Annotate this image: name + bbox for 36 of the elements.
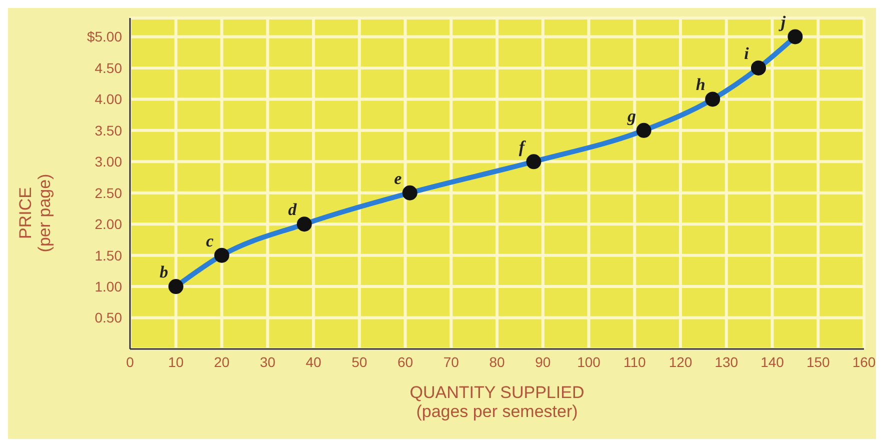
x-tick-label: 140 [760,354,784,370]
x-tick-label: 50 [352,354,368,370]
y-tick-label: 1.00 [94,278,122,295]
x-axis-title: QUANTITY SUPPLIED (pages per semester) [408,383,586,421]
annotation: f [518,138,527,157]
annotation: c [206,231,214,250]
y-tick-label: 4.50 [94,60,122,76]
y-tick-label: 2.00 [94,216,122,232]
y-tick-label: 2.50 [94,184,122,201]
x-tick-label: 40 [306,354,322,370]
annotation: h [696,75,706,94]
y-tick-label: 1.50 [94,247,122,264]
x-tick-label: 30 [260,354,276,370]
x-tick-label: 70 [443,354,460,370]
x-tick-label: 150 [806,354,830,370]
x-tick-label: 10 [168,354,184,370]
y-tick-label: 4.00 [94,91,122,108]
annotation: d [288,200,298,220]
annotation: b [160,262,168,282]
x-tick-label: 120 [668,354,692,370]
y-tick-label: 0.50 [94,310,122,326]
y-tick-label: $5.00 [86,28,122,45]
x-tick-label: 110 [623,354,646,370]
x-tick-label: 100 [577,354,601,370]
x-tick-label: 80 [489,354,505,370]
y-tick-label: 3.00 [94,154,122,170]
y-tick-label: 3.50 [94,122,122,138]
annotation: i [744,44,750,63]
x-tick-label: 20 [214,354,230,370]
y-axis-title: PRICE (per page) [16,173,54,252]
annotation: e [394,168,402,188]
x-tick-label: 90 [535,354,551,370]
x-tick-label: 60 [397,354,414,370]
x-tick-label: 130 [714,354,738,370]
x-tick-label: 160 [852,354,876,370]
x-tick-label: 0 [126,354,134,370]
